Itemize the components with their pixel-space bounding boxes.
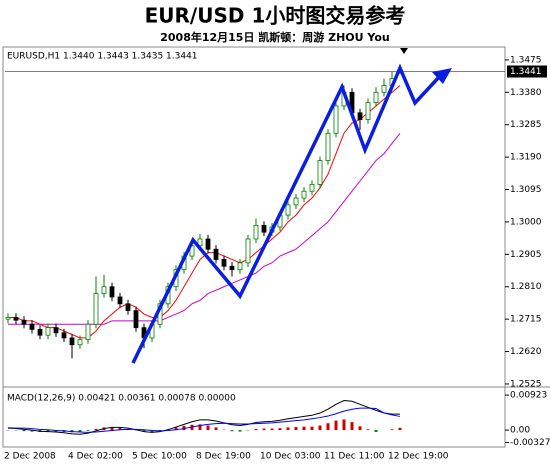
candle-body bbox=[301, 190, 307, 199]
candle-body bbox=[13, 317, 19, 321]
x-tick-label: 12 Dec 19:00 bbox=[388, 452, 449, 462]
annotation-zigzag bbox=[131, 48, 452, 364]
candle-body bbox=[205, 238, 211, 250]
candle-body bbox=[333, 105, 339, 134]
candle-body bbox=[381, 85, 387, 93]
chart-frame bbox=[2, 46, 506, 448]
x-tick-label: 5 Dec 10:00 bbox=[132, 452, 187, 462]
candle-body bbox=[229, 265, 235, 271]
candle-body bbox=[221, 259, 227, 267]
main-header: EURUSD,H1 1.3440 1.3443 1.3435 1.3441 bbox=[7, 52, 198, 62]
candle-body bbox=[357, 112, 363, 121]
candle-body bbox=[45, 327, 51, 336]
candle-body bbox=[85, 323, 91, 341]
y-tick-label: 1.2525 bbox=[510, 379, 542, 389]
y-tick-label: 1.3095 bbox=[510, 185, 542, 195]
x-tick-label: 8 Dec 19:00 bbox=[196, 452, 251, 462]
candle-body bbox=[237, 262, 243, 271]
y-tick-label: 1.3380 bbox=[510, 88, 542, 98]
trend-arrow bbox=[131, 63, 442, 364]
shift-marker bbox=[400, 48, 408, 54]
candle-body bbox=[101, 286, 107, 294]
y-tick-label: 1.2810 bbox=[510, 282, 542, 292]
candle-body bbox=[325, 132, 331, 161]
arrow-head bbox=[432, 68, 452, 84]
y-tick-label: 1.2620 bbox=[510, 347, 542, 357]
candle-body bbox=[117, 296, 123, 305]
candle-body bbox=[21, 319, 27, 325]
candle-body bbox=[373, 91, 379, 103]
candle-body bbox=[293, 197, 299, 206]
candle-body bbox=[93, 293, 99, 325]
page-title: EUR/USD 1小时图交易参考 bbox=[145, 4, 406, 28]
candle-body bbox=[5, 317, 11, 320]
candle-body bbox=[261, 224, 267, 233]
y-tick-label: 0.00 bbox=[510, 426, 530, 436]
x-tick-label: 4 Dec 02:00 bbox=[68, 452, 123, 462]
marks: 1.3475 1.3380 1.3285 1.3190 1.3095 1.3000 1.29… bbox=[4, 55, 550, 461]
y-tick-label: 0.00923 bbox=[510, 391, 547, 401]
y-tick-label: 1.2905 bbox=[510, 250, 542, 260]
macd-header: MACD(12,26,9) 0.00421 0.00361 0.00078 0.… bbox=[7, 394, 236, 404]
x-tick-label: 2 Dec 2008 bbox=[4, 452, 56, 462]
y-tick-label: 1.3285 bbox=[510, 120, 542, 130]
candle-body bbox=[109, 286, 115, 298]
candle-body bbox=[365, 102, 371, 121]
y-tick-label: 1.2715 bbox=[510, 315, 542, 325]
candle-body bbox=[77, 339, 83, 346]
candle-body bbox=[245, 238, 251, 264]
page-subtitle: 2008年12月15日 凯斯顿：周游 ZHOU You bbox=[160, 30, 390, 44]
indicator-line bbox=[7, 407, 401, 433]
candle-body bbox=[61, 332, 67, 339]
indicator-line bbox=[7, 399, 400, 435]
x-tick-label: 11 Dec 11:00 bbox=[324, 452, 385, 462]
candle-body bbox=[285, 204, 291, 216]
y-tick-label: 1.3475 bbox=[510, 55, 542, 65]
last-price-box bbox=[507, 65, 547, 78]
candle-body bbox=[37, 328, 43, 336]
candle-body bbox=[29, 323, 35, 330]
y-tick-label: 1.3190 bbox=[510, 153, 542, 163]
candle-body bbox=[317, 160, 323, 185]
candle-body bbox=[253, 224, 259, 240]
indicator-line bbox=[8, 132, 401, 325]
last-price-label: 1.3441 bbox=[510, 67, 542, 77]
indicator-line bbox=[8, 85, 401, 339]
candle-body bbox=[69, 337, 75, 346]
candle-body bbox=[309, 184, 315, 192]
candle-body bbox=[213, 248, 219, 260]
candle-body bbox=[133, 310, 139, 329]
candle-body bbox=[53, 327, 59, 334]
y-tick-label: 1.3000 bbox=[510, 217, 542, 227]
candle-body bbox=[125, 303, 131, 312]
y-tick-label: -0.00327 bbox=[510, 438, 550, 448]
x-tick-label: 10 Dec 03:00 bbox=[260, 452, 321, 462]
